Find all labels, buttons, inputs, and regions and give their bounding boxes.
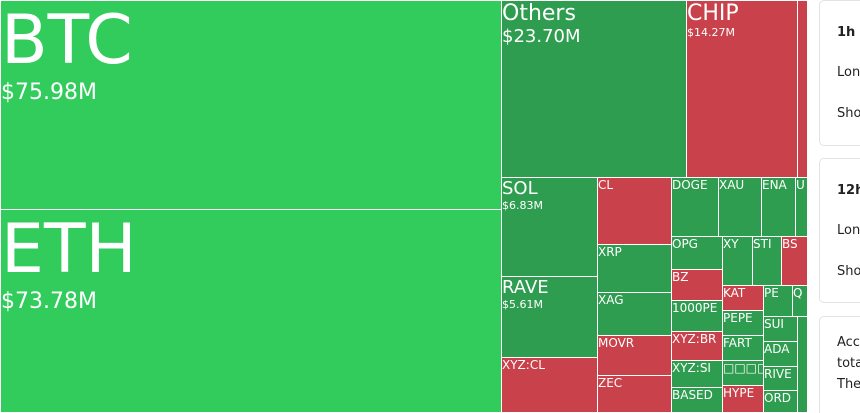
tile[interactable]: MOVR — [597, 335, 673, 376]
tile[interactable]: XAG — [597, 292, 673, 336]
tile-label: XYZ:CL — [502, 358, 545, 372]
tile[interactable]: RIVE — [763, 366, 798, 391]
tile-label: ETH — [1, 210, 137, 289]
tile[interactable]: BASED — [671, 387, 723, 413]
card-text: The — [837, 377, 860, 392]
tile-label: ZEC — [598, 376, 623, 390]
tile[interactable]: XAU — [718, 177, 762, 237]
tile-value: $5.61M — [502, 298, 543, 311]
tile[interactable]: 1000PE — [671, 300, 723, 332]
tile[interactable]: ADA — [763, 341, 798, 367]
tile[interactable]: SOL $6.83M — [501, 177, 598, 277]
tile[interactable] — [797, 0, 808, 178]
card-text: Acc — [837, 335, 860, 350]
card-text: Sho — [837, 106, 860, 121]
tile[interactable]: BTC $75.98M — [0, 0, 502, 210]
tile-label: RIVE — [764, 367, 792, 381]
info-card: 12h Lon Sho — [819, 158, 860, 303]
tile-label: SUI — [764, 317, 784, 331]
tile-value: $73.78M — [1, 289, 97, 314]
tile[interactable]: HYPE — [722, 385, 764, 413]
tile[interactable]: KAT — [722, 285, 764, 311]
tile[interactable]: ORD — [763, 390, 798, 413]
tile-label: STI — [753, 237, 772, 251]
tile-label: XAG — [598, 293, 624, 307]
card-title: 1h — [837, 25, 856, 40]
tile-label: PE — [764, 286, 779, 300]
tile-value: $6.83M — [502, 199, 543, 212]
tile[interactable]: XRP — [597, 244, 673, 293]
tile-label: □□□□ — [723, 361, 764, 375]
tile-label: KAT — [723, 286, 746, 300]
tile-label: CL — [598, 178, 614, 192]
tile-label: XYZ:SI — [672, 361, 711, 375]
tile[interactable]: BZ — [671, 269, 723, 301]
tile[interactable]: SUI — [763, 316, 798, 342]
tile-label: Q — [793, 286, 803, 300]
tile[interactable]: OPG — [671, 236, 723, 270]
tile[interactable]: XYZ:CL — [501, 357, 598, 413]
card-text: Sho — [837, 264, 860, 279]
tile[interactable]: ETH $73.78M — [0, 209, 502, 413]
tile[interactable]: XY — [722, 236, 753, 286]
tile[interactable]: U — [795, 177, 808, 237]
tile[interactable]: Q — [792, 285, 808, 317]
tile[interactable]: PEPE — [722, 310, 764, 336]
tile-label: OPG — [672, 237, 698, 251]
tile-label: PEPE — [723, 311, 753, 325]
tile[interactable]: FART — [722, 335, 764, 361]
tile[interactable]: CHIP $14.27M — [686, 0, 798, 178]
tile-label: FART — [723, 336, 752, 350]
tile-label: CHIP — [687, 1, 739, 26]
tile[interactable]: BS — [781, 236, 808, 286]
tile[interactable]: CL — [597, 177, 673, 245]
tile[interactable]: ZEC — [597, 375, 673, 413]
tile-label: BZ — [672, 270, 689, 284]
tile-label: XY — [723, 237, 739, 251]
tile-value: $75.98M — [1, 80, 97, 105]
tile-label: ENA — [762, 178, 787, 192]
tile[interactable]: ENA — [761, 177, 796, 237]
tile-label: MOVR — [598, 336, 635, 350]
tile-label: BTC — [1, 1, 133, 80]
info-card: Acc tota The — [819, 316, 860, 413]
card-text: Lon — [837, 65, 860, 80]
tile[interactable]: RAVE $5.61M — [501, 276, 598, 358]
tile-label: DOGE — [672, 178, 708, 192]
card-text: Lon — [837, 223, 860, 238]
tile[interactable]: STI — [752, 236, 782, 286]
tile[interactable]: XYZ:BR — [671, 331, 723, 361]
tile-label: 1000PE — [672, 301, 718, 315]
tile[interactable]: DOGE — [671, 177, 719, 237]
tile[interactable]: □□□□ — [722, 360, 764, 386]
tile-value: $23.70M — [502, 26, 581, 47]
tile[interactable] — [797, 316, 808, 413]
tile-value: $14.27M — [687, 26, 735, 39]
card-title: 12h — [837, 183, 860, 198]
tile-label: BS — [782, 237, 798, 251]
info-card: 1h Lon Sho — [819, 0, 860, 146]
tile-label: HYPE — [723, 386, 755, 400]
tile-label: SOL — [502, 178, 538, 199]
tile-label: BASED — [672, 388, 713, 402]
tile-label: U — [796, 178, 805, 192]
tile[interactable]: Others $23.70M — [501, 0, 687, 178]
tile-label: ADA — [764, 342, 790, 356]
tile[interactable]: XYZ:SI — [671, 360, 723, 388]
tile[interactable]: PE — [763, 285, 793, 317]
tile-label: RAVE — [502, 277, 549, 298]
tile-label: XRP — [598, 245, 622, 259]
tile-label: ORD — [764, 391, 792, 405]
card-text: tota — [837, 356, 860, 371]
tile-label: Others — [502, 1, 576, 26]
tile-label: XYZ:BR — [672, 332, 717, 346]
tile-label: XAU — [719, 178, 745, 192]
